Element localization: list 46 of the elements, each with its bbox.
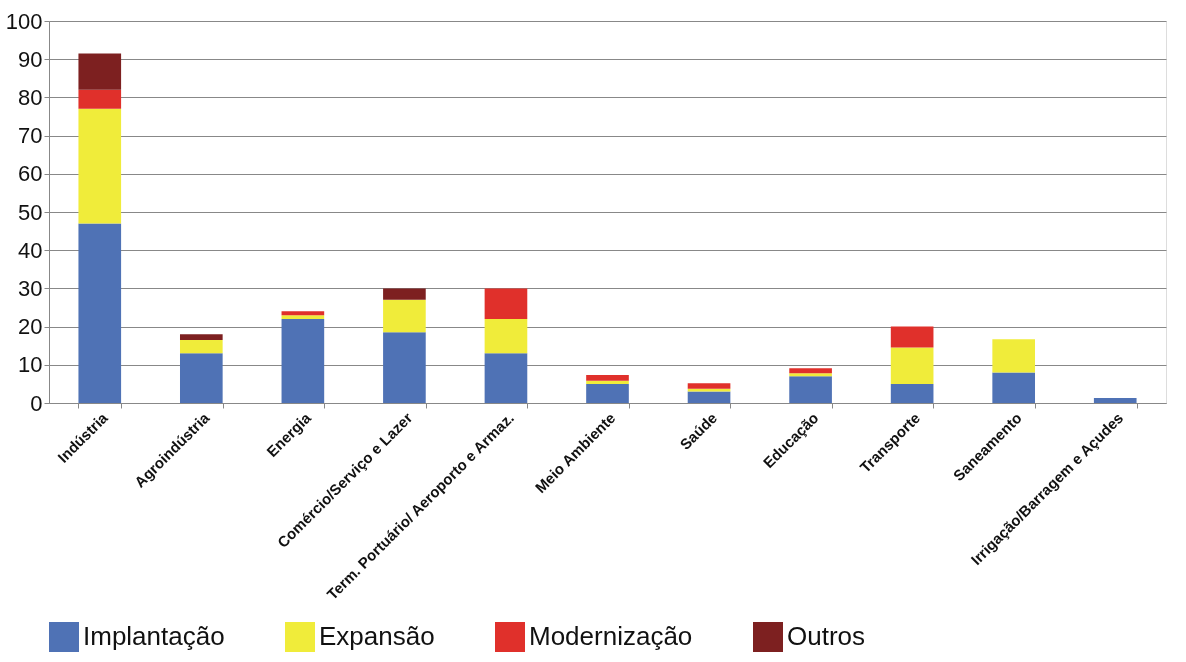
bar (179, 334, 223, 340)
y-tick-label: 60 (18, 161, 43, 187)
bar (281, 318, 325, 403)
y-tick-label: 40 (18, 237, 43, 263)
y-tick-label: 30 (18, 275, 43, 301)
bar (484, 353, 528, 403)
bar (992, 339, 1036, 373)
bar (78, 108, 122, 224)
bar (890, 326, 934, 348)
bar (890, 383, 934, 403)
bar (78, 53, 122, 90)
legend-label: Outros (787, 621, 866, 651)
legend-label: Modernização (529, 621, 693, 651)
y-tick-label: 90 (18, 46, 43, 72)
bar (383, 299, 426, 333)
y-tick-label: 0 (30, 390, 43, 416)
y-tick-label: 80 (18, 84, 43, 110)
legend-label: Implantação (83, 621, 225, 651)
bar (484, 318, 528, 354)
y-tick-label: 20 (18, 314, 43, 340)
bar (78, 89, 122, 109)
bar (383, 332, 426, 403)
bar (789, 368, 832, 374)
bar (992, 372, 1036, 403)
bar (179, 353, 223, 403)
bar (586, 383, 629, 403)
y-tick-label: 100 (5, 8, 43, 34)
bar (687, 391, 731, 403)
bar (586, 375, 629, 381)
bar (789, 373, 832, 377)
bar (687, 383, 731, 389)
y-tick-label: 10 (18, 352, 43, 378)
bar (281, 311, 325, 316)
bar (78, 223, 122, 403)
legend-label: Expansão (319, 621, 435, 651)
bar (890, 347, 934, 384)
bar (586, 380, 629, 384)
bar (179, 339, 223, 354)
y-tick-label: 70 (18, 123, 43, 149)
bar (687, 388, 731, 392)
bar (281, 315, 325, 319)
bar (789, 376, 832, 403)
bar (484, 288, 528, 319)
bar (383, 288, 426, 300)
bar (1093, 398, 1137, 403)
y-tick-label: 50 (18, 199, 43, 225)
